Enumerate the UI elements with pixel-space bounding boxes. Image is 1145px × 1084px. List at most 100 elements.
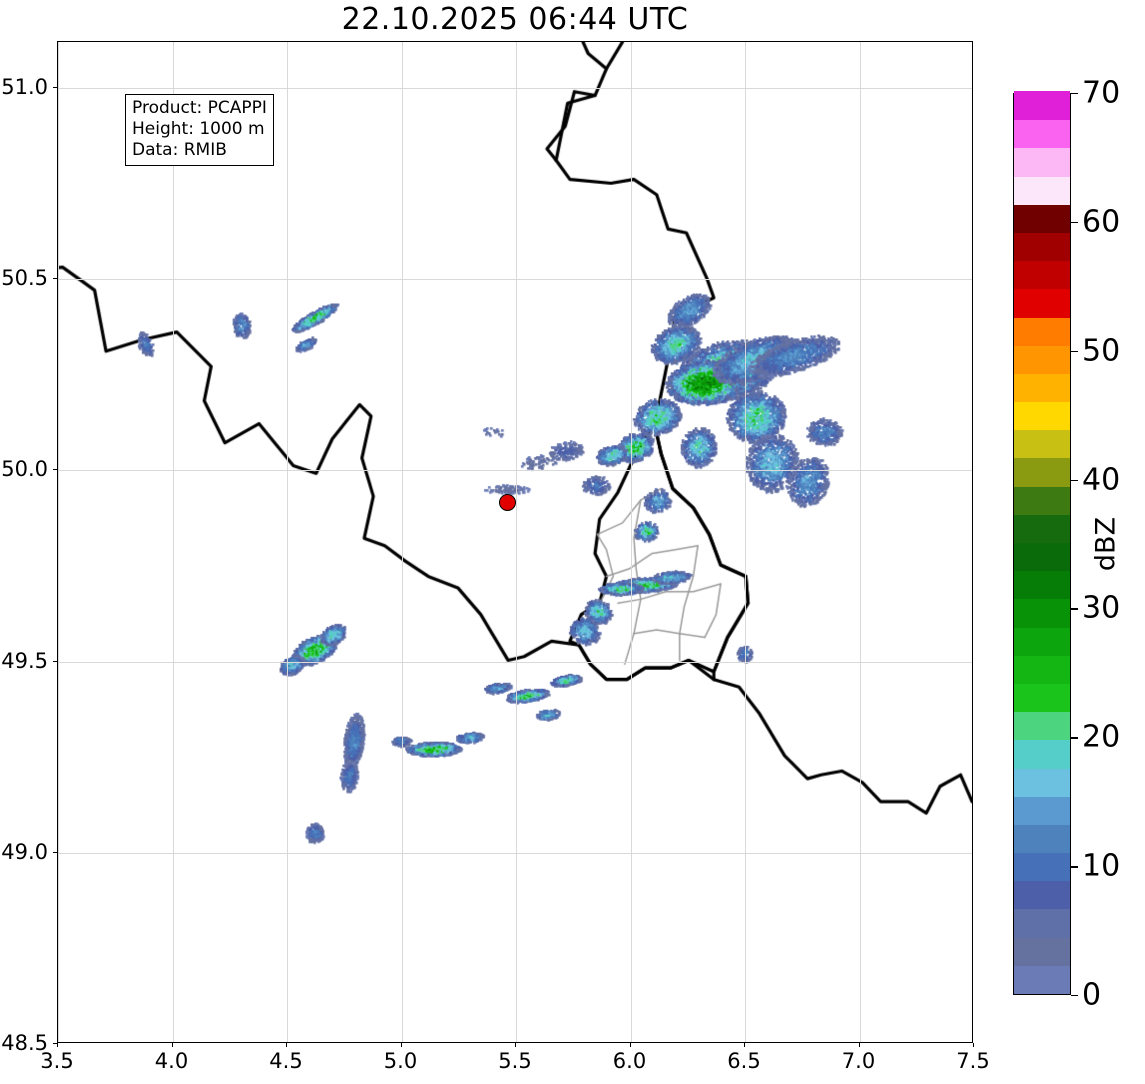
colorbar-band	[1014, 936, 1070, 966]
y-axis-tick	[53, 1043, 57, 1044]
x-axis-tick	[515, 1043, 516, 1047]
gridline-vertical	[516, 42, 517, 1042]
x-axis-tick	[973, 1043, 974, 1047]
gridline-horizontal	[58, 279, 972, 280]
x-axis-tick-label: 4.0	[154, 1049, 189, 1073]
colorbar-tick-label: 20	[1082, 719, 1121, 755]
colorbar-tick	[1071, 350, 1078, 353]
gridline-vertical	[173, 42, 174, 1042]
gridline-vertical	[745, 42, 746, 1042]
gridline-vertical	[287, 42, 288, 1042]
y-axis-tick-label: 50.0	[1, 457, 48, 482]
y-axis-tick	[53, 851, 57, 853]
colorbar-band	[1014, 373, 1070, 403]
x-axis-tick-label: 3.5	[40, 1049, 74, 1073]
colorbar-band	[1014, 965, 1070, 994]
gridline-horizontal	[58, 470, 972, 471]
colorbar-tick	[1071, 479, 1078, 481]
colorbar-band	[1014, 260, 1070, 290]
colorbar-band	[1014, 288, 1070, 318]
y-axis-tick-label: 49.0	[1, 839, 48, 864]
colorbar-band	[1014, 570, 1070, 600]
radar-map-plot[interactable]: Product: PCAPPI Height: 1000 m Data: RMI…	[57, 41, 973, 1043]
colorbar-tick-label: 30	[1082, 590, 1121, 626]
y-axis-tick	[53, 469, 57, 471]
y-axis-tick-label: 50.5	[1, 266, 48, 291]
gridline-vertical	[631, 42, 632, 1042]
colorbar-band	[1014, 852, 1070, 882]
colorbar-tick-label: 70	[1082, 75, 1121, 111]
x-axis-tick-label: 5.5	[498, 1049, 532, 1073]
colorbar-tick	[1071, 866, 1078, 868]
colorbar-tick-label: 40	[1082, 462, 1121, 498]
colorbar-band	[1014, 655, 1070, 684]
y-axis-tick-label: 51.0	[1, 74, 48, 99]
colorbar-tick	[1071, 995, 1078, 997]
colorbar-band	[1014, 175, 1070, 205]
colorbar-tick	[1071, 608, 1078, 610]
colorbar-axis-label: dBZ	[1090, 516, 1122, 572]
colorbar-tick-label: 10	[1082, 848, 1121, 884]
colorbar-band	[1014, 401, 1070, 431]
colorbar-band	[1014, 711, 1070, 741]
colorbar-band	[1014, 626, 1070, 656]
gridline-vertical	[860, 42, 861, 1042]
info-line-data: Data: RMIB	[132, 139, 227, 160]
colorbar-band	[1014, 880, 1070, 910]
colorbar-tick-label: 60	[1082, 204, 1121, 240]
x-axis-tick-label: 6.0	[612, 1049, 647, 1073]
x-axis-tick	[629, 1043, 631, 1047]
colorbar-band	[1014, 119, 1070, 149]
gridline-horizontal	[58, 662, 972, 663]
x-axis-tick	[57, 1043, 58, 1047]
x-axis-tick-label: 4.5	[269, 1049, 303, 1073]
colorbar-tick	[1071, 93, 1078, 95]
info-line-product: Product: PCAPPI	[132, 98, 267, 118]
radar-station-marker[interactable]	[499, 494, 517, 512]
colorbar-band	[1014, 147, 1070, 177]
colorbar-band	[1014, 514, 1070, 543]
x-axis-tick	[744, 1043, 745, 1047]
colorbar-band	[1014, 204, 1070, 233]
gridline-horizontal	[58, 88, 972, 89]
gridline-vertical	[58, 42, 59, 1042]
colorbar-band	[1014, 767, 1070, 797]
x-axis-tick	[171, 1043, 173, 1047]
product-info-box: Product: PCAPPI Height: 1000 m Data: RMI…	[125, 94, 274, 166]
y-axis-tick-label: 49.5	[1, 648, 48, 673]
colorbar-band	[1014, 345, 1070, 374]
colorbar-tick-label: 50	[1082, 333, 1121, 369]
x-axis-tick	[858, 1043, 860, 1047]
x-axis-tick-label: 7.5	[956, 1049, 990, 1073]
x-axis-tick-label: 5.0	[383, 1049, 418, 1073]
colorbar-band	[1014, 91, 1070, 121]
x-axis-tick-label: 6.5	[727, 1049, 761, 1073]
colorbar-band	[1014, 598, 1070, 628]
colorbar-band	[1014, 485, 1070, 515]
colorbar-band	[1014, 542, 1070, 572]
gridline-horizontal	[58, 853, 972, 854]
x-axis-tick	[400, 1043, 402, 1047]
page-title: 22.10.2025 06:44 UTC	[341, 2, 689, 37]
x-axis-tick	[286, 1043, 287, 1047]
colorbar-tick	[1071, 221, 1078, 224]
colorbar-tick	[1071, 737, 1078, 739]
colorbar-band	[1014, 316, 1070, 346]
info-line-height: Height: 1000 m	[132, 118, 265, 139]
y-axis-tick	[53, 86, 57, 88]
colorbar-band	[1014, 683, 1070, 713]
y-axis-tick	[53, 278, 57, 280]
colorbar-band	[1014, 429, 1070, 459]
x-axis-tick-label: 7.0	[841, 1049, 876, 1073]
colorbar	[1013, 91, 1071, 995]
colorbar-tick-label: 0	[1082, 977, 1102, 1013]
gridline-vertical	[402, 42, 403, 1042]
y-axis-tick	[53, 660, 57, 662]
colorbar-band	[1014, 908, 1070, 938]
colorbar-band	[1014, 232, 1070, 262]
colorbar-band	[1014, 457, 1070, 487]
colorbar-band	[1014, 824, 1070, 854]
y-axis-tick-label: 48.5	[1, 1031, 48, 1055]
colorbar-band	[1014, 739, 1070, 769]
radar-reflectivity-map	[58, 42, 972, 1042]
